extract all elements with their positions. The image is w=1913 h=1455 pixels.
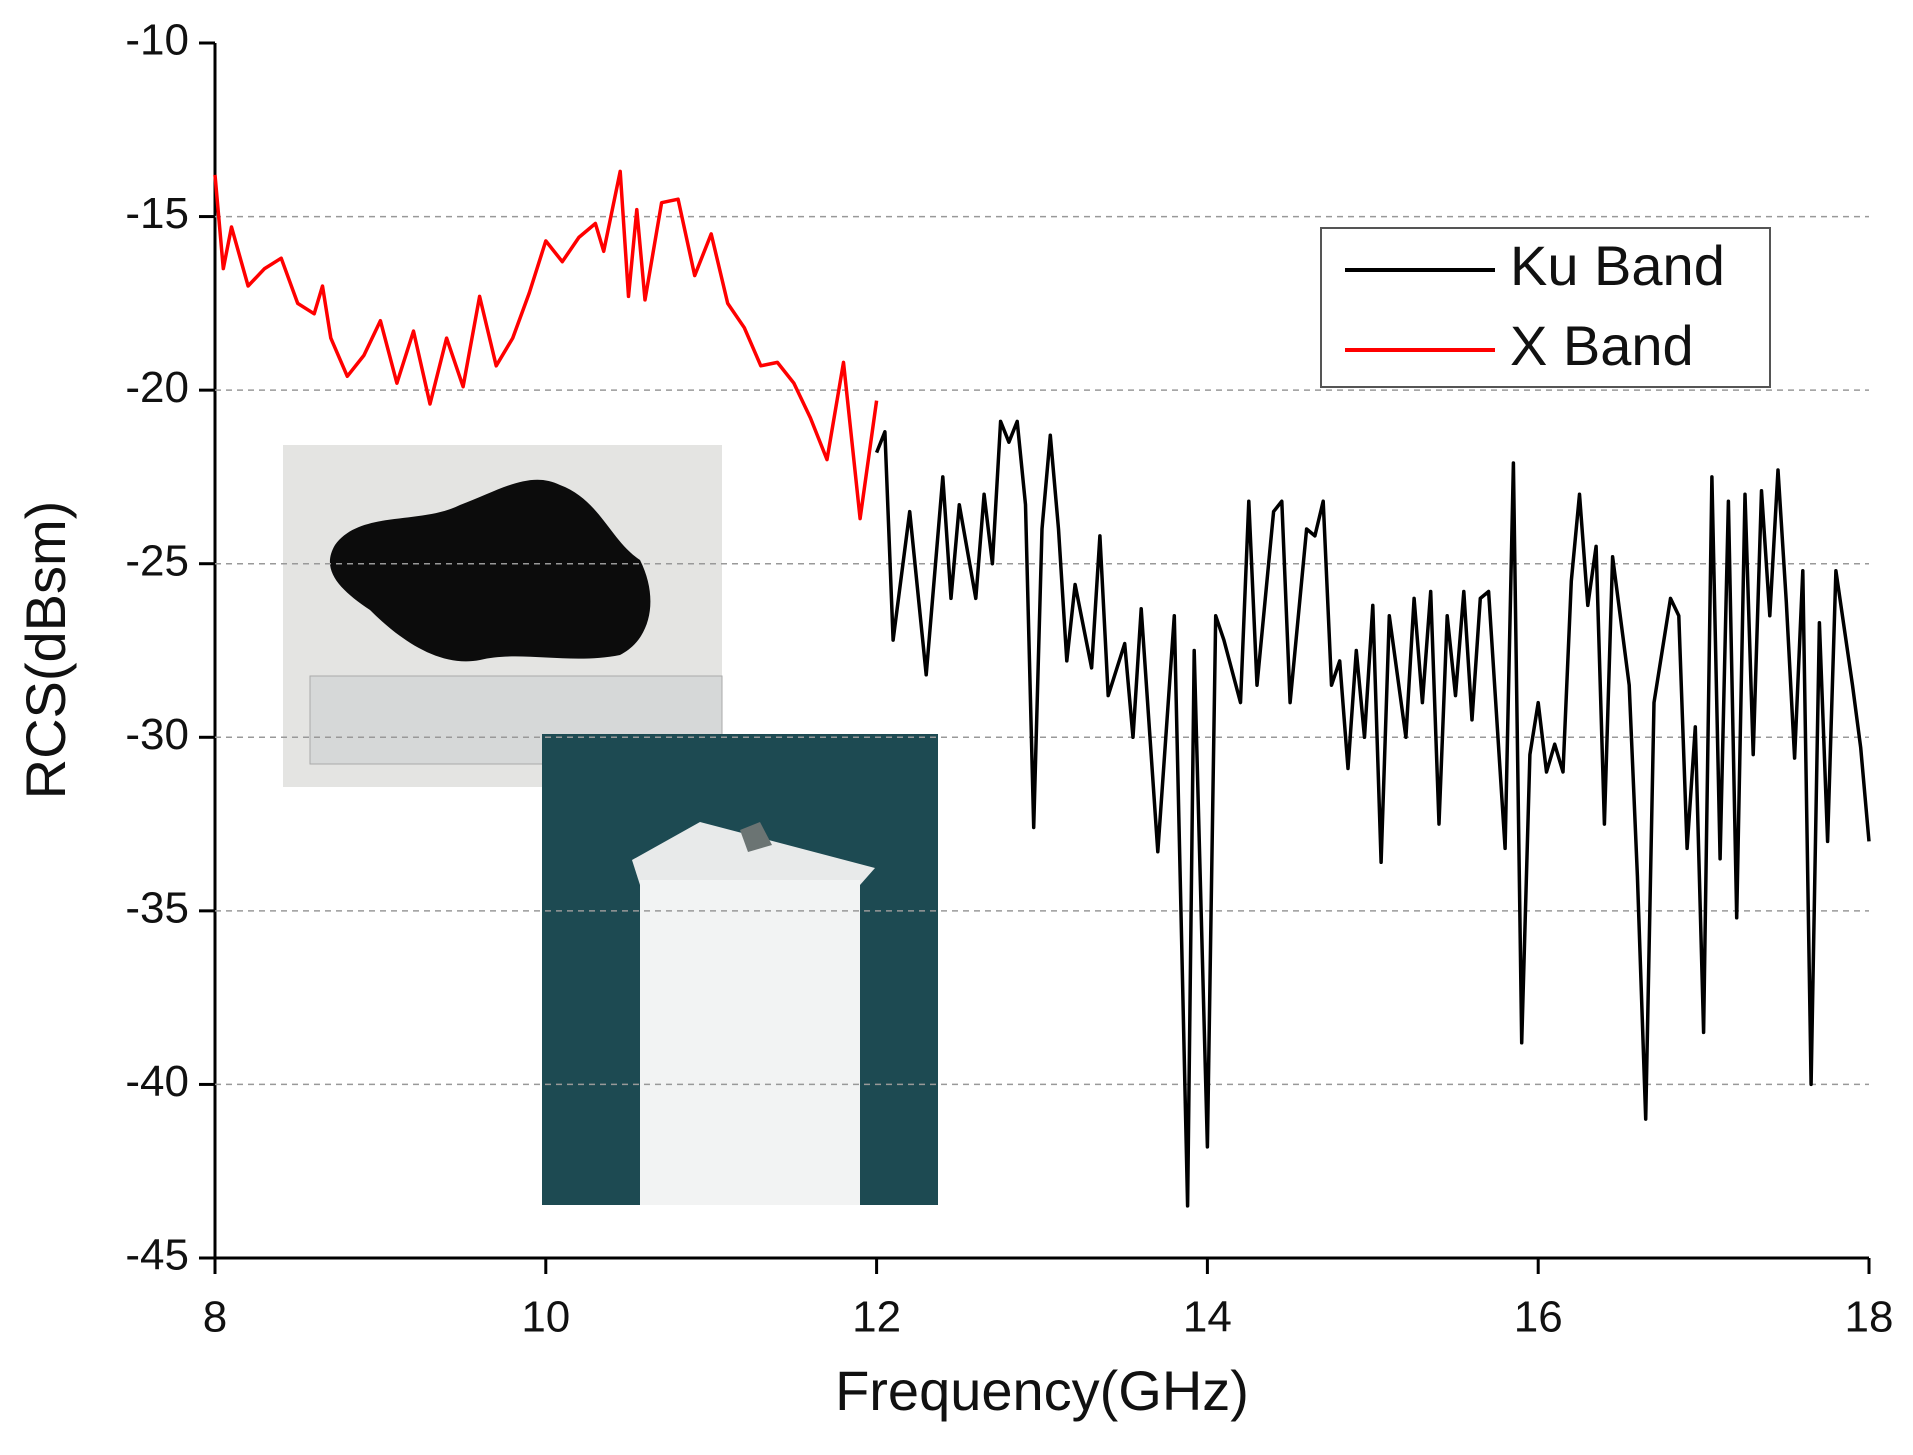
column-top [632, 822, 875, 885]
x-tick-label: 18 [1845, 1293, 1894, 1342]
x-tick-label: 16 [1514, 1293, 1563, 1342]
x-tick-label: 14 [1183, 1293, 1232, 1342]
legend-box [1320, 227, 1771, 388]
y-tick-label: -15 [125, 189, 189, 238]
legend-label: Ku Band [1510, 234, 1725, 297]
inset-photo-chamber [542, 734, 938, 1205]
series-line [874, 419, 1871, 1208]
y-tick-label: -25 [125, 536, 189, 585]
y-tick-label: -30 [125, 710, 189, 759]
x-axis-label: Frequency(GHz) [835, 1359, 1249, 1422]
x-tick-label: 8 [203, 1293, 227, 1342]
y-tick-label: -40 [125, 1057, 189, 1106]
x-tick-label: 10 [521, 1293, 570, 1342]
series-line [213, 169, 879, 521]
y-tick-label: -35 [125, 883, 189, 932]
y-tick-label: -10 [125, 16, 189, 65]
x-tick-label: 12 [852, 1293, 901, 1342]
inset-photo-sample [283, 445, 723, 787]
y-tick-label: -45 [125, 1231, 189, 1280]
sample-blob [329, 479, 651, 662]
sample [740, 822, 772, 852]
legend-label: X Band [1510, 314, 1694, 377]
y-axis-label: RCS(dBsm) [14, 501, 77, 800]
y-tick-label: -20 [125, 363, 189, 412]
column [640, 880, 860, 1205]
